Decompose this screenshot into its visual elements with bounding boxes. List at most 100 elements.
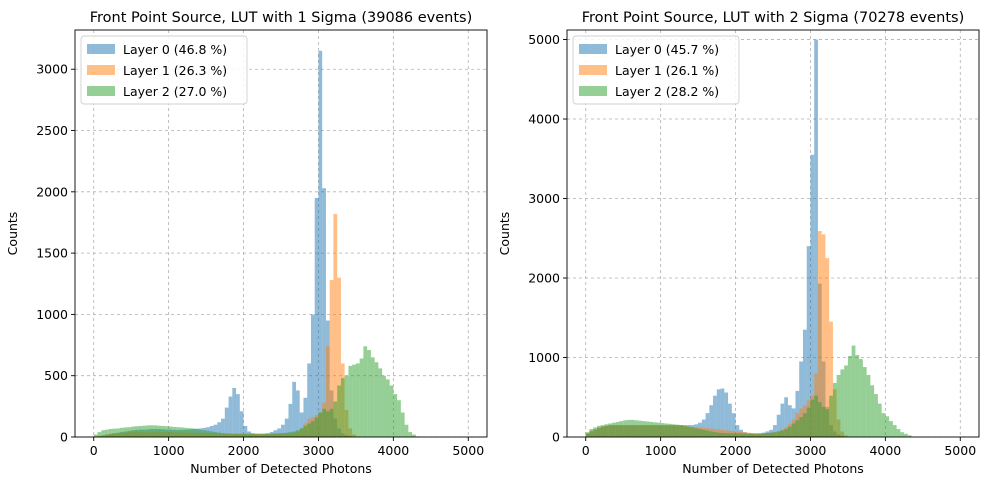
histogram-bar (164, 426, 169, 437)
histogram-bar (224, 407, 229, 437)
histogram-bar (746, 433, 751, 437)
y-tick-label: 1000 (528, 350, 560, 365)
x-axis-label: Number of Detected Photons (190, 461, 372, 476)
histogram-bar (773, 425, 777, 437)
histogram-bar (844, 365, 848, 437)
histogram-bar (273, 433, 278, 437)
histogram-bar (292, 381, 296, 437)
histogram-bar (604, 424, 609, 437)
histogram-bar (773, 432, 777, 437)
histogram-bar (735, 425, 740, 437)
legend-box (572, 35, 740, 105)
y-tick-label: 2000 (528, 271, 560, 286)
histogram-bar (686, 426, 691, 437)
histogram-bar (209, 431, 214, 437)
x-tick-label: 2000 (228, 443, 260, 458)
histogram-bar (855, 355, 860, 437)
histogram-bar (585, 432, 590, 437)
histogram-bar (277, 428, 281, 437)
x-tick-label: 1000 (153, 443, 185, 458)
histogram-bar (904, 433, 908, 437)
histogram-bar (795, 420, 800, 437)
axes-frame (74, 29, 488, 438)
histogram-bar (776, 431, 781, 437)
histogram-bar (161, 425, 165, 437)
x-tick-label: 4000 (377, 443, 409, 458)
y-tick-label: 3000 (36, 62, 68, 77)
histogram-bar (228, 396, 233, 437)
histogram-bar (314, 197, 319, 437)
histogram-bar (112, 428, 117, 437)
histogram-bar (221, 433, 225, 437)
histogram-bar (239, 411, 244, 437)
histogram-bar (127, 427, 132, 437)
histogram-bar (217, 422, 222, 437)
histogram-bar (596, 425, 601, 437)
legend-entry: Layer 2 (28.2 %) (615, 84, 719, 99)
x-tick-label: 4000 (869, 443, 901, 458)
histogram-bar (374, 362, 379, 437)
histogram-bar (900, 432, 905, 437)
histogram-bar (325, 346, 330, 437)
histogram-bar (780, 403, 785, 437)
histogram-bar (802, 413, 807, 437)
x-tick-label: 3000 (303, 443, 335, 458)
y-axis-label: Counts (497, 212, 512, 256)
histogram-bar (378, 368, 383, 437)
histogram-bar (236, 433, 240, 437)
histogram-bar (400, 412, 405, 437)
y-axis-label: Counts (5, 212, 20, 256)
histogram-bar (325, 411, 330, 437)
histogram-bar (262, 433, 267, 437)
histogram-bar (266, 433, 270, 437)
histogram-bar (108, 429, 113, 437)
histogram-bar (281, 424, 285, 437)
histogram-bar (608, 423, 612, 437)
histogram-bar (851, 345, 856, 437)
histogram-bar (217, 432, 222, 437)
histogram-bar (239, 433, 244, 437)
x-tick-label: 1000 (645, 443, 677, 458)
chart-title: Front Point Source, LUT with 1 Sigma (39… (90, 10, 473, 26)
histogram-bar (288, 432, 293, 437)
histogram-bar (385, 379, 390, 437)
legend-swatch (579, 44, 607, 54)
histogram-bar (329, 280, 334, 437)
histogram-bar (735, 433, 740, 437)
histogram-bar (731, 413, 736, 437)
histogram-bar (307, 423, 311, 437)
series-3 (93, 346, 420, 437)
histogram-bar (694, 428, 699, 437)
histogram-bar (817, 231, 822, 437)
histogram-bar (337, 385, 341, 437)
legend-entry: Layer 0 (46.8 %) (123, 42, 227, 57)
histogram-bar (101, 430, 105, 437)
x-tick-label: 5000 (452, 443, 484, 458)
histogram-bar (277, 433, 281, 437)
histogram-bar (761, 433, 766, 437)
histogram-bar (600, 425, 605, 437)
histogram-bar (750, 433, 755, 437)
histogram-bar (806, 407, 811, 437)
histogram-bar (97, 432, 102, 437)
histogram-bar (397, 400, 401, 437)
legend-entry: Layer 0 (45.7 %) (615, 42, 719, 57)
histogram-bar (630, 419, 635, 437)
histogram-bar (664, 423, 669, 437)
histogram-bar (251, 433, 255, 437)
y-tick-label: 0 (552, 430, 560, 445)
histogram-bar (138, 425, 143, 437)
histogram-bar (728, 403, 732, 437)
histogram-bar (213, 424, 218, 437)
histogram-bar (344, 375, 349, 437)
histogram-bar (821, 406, 826, 437)
histogram-bar (698, 429, 702, 437)
histogram-bar (814, 395, 818, 437)
histogram-bar (784, 429, 788, 437)
histogram-bar (589, 429, 594, 437)
histogram-bar (318, 50, 323, 437)
x-tick-label: 2000 (720, 443, 752, 458)
histogram-bar (739, 433, 744, 437)
y-tick-label: 2500 (36, 123, 68, 138)
histogram-bar (224, 433, 229, 437)
